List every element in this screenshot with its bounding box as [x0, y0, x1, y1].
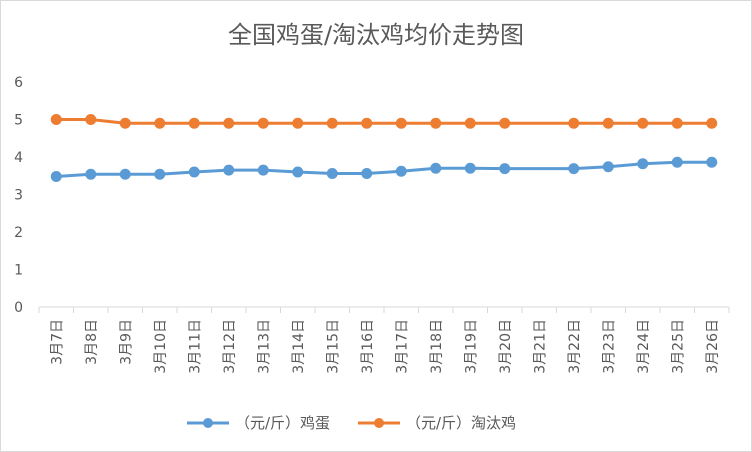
data-point [257, 117, 269, 129]
data-point [464, 162, 476, 174]
data-point [361, 117, 373, 129]
x-tick-label: 3月7日 [49, 319, 65, 365]
data-point [395, 165, 407, 177]
data-point [85, 114, 97, 125]
x-tick-label: 3月14日 [291, 319, 307, 374]
data-point [257, 164, 269, 176]
data-point [671, 117, 683, 129]
data-point [154, 168, 166, 180]
data-point [602, 117, 614, 129]
data-point [326, 117, 338, 129]
data-point [154, 117, 166, 129]
data-point [430, 162, 442, 174]
x-tick-label: 3月21日 [532, 319, 548, 374]
y-tick-label: 2 [14, 225, 23, 241]
data-point [637, 158, 649, 170]
data-point [50, 114, 62, 125]
x-tick-label: 3月16日 [360, 319, 376, 374]
x-tick-label: 3月11日 [187, 319, 203, 374]
data-point [499, 163, 511, 175]
legend-marker [374, 418, 384, 428]
data-point [85, 168, 97, 180]
data-point [50, 171, 62, 182]
data-point [430, 117, 442, 129]
y-tick-label: 5 [14, 113, 23, 129]
x-tick-label: 3月23日 [601, 319, 617, 374]
data-point [188, 117, 200, 129]
x-tick-label: 3月24日 [636, 319, 652, 374]
data-point [223, 117, 235, 129]
data-point [568, 163, 580, 175]
data-point [706, 156, 718, 168]
x-tick-label: 3月25日 [670, 319, 686, 374]
y-tick-label: 4 [14, 150, 23, 166]
y-tick-label: 0 [14, 300, 23, 316]
x-tick-label: 3月22日 [567, 319, 583, 374]
data-point [223, 164, 235, 176]
legend-label: （元/斤）淘汰鸡 [406, 414, 516, 432]
data-point [499, 117, 511, 129]
data-point [568, 117, 580, 129]
data-point [292, 117, 304, 129]
y-tick-label: 3 [14, 188, 23, 204]
data-point [671, 156, 683, 168]
x-tick-label: 3月9日 [118, 319, 134, 365]
y-tick-label: 6 [14, 75, 23, 91]
x-tick-label: 3月19日 [463, 319, 479, 374]
data-point [326, 168, 338, 179]
x-tick-label: 3月15日 [325, 319, 341, 374]
legend-marker [203, 418, 213, 428]
x-tick-label: 3月13日 [256, 319, 272, 374]
data-point [361, 168, 373, 179]
y-tick-label: 1 [14, 263, 23, 279]
data-point [706, 117, 718, 129]
data-point [188, 166, 200, 178]
data-point [464, 117, 476, 129]
data-point [395, 117, 407, 129]
x-tick-label: 3月10日 [153, 319, 169, 374]
data-point [119, 168, 131, 180]
x-tick-label: 3月20日 [498, 319, 514, 374]
data-point [637, 117, 649, 129]
x-tick-label: 3月18日 [429, 319, 445, 374]
x-tick-label: 3月12日 [222, 319, 238, 374]
data-point [292, 166, 304, 178]
chart-title: 全国鸡蛋/淘汰鸡均价走势图 [227, 21, 525, 49]
x-tick-label: 3月8日 [84, 319, 100, 365]
x-tick-label: 3月26日 [705, 319, 721, 374]
legend-label: （元/斤）鸡蛋 [235, 414, 330, 432]
x-tick-label: 3月17日 [394, 319, 410, 374]
data-point [602, 161, 614, 173]
data-point [119, 117, 131, 129]
